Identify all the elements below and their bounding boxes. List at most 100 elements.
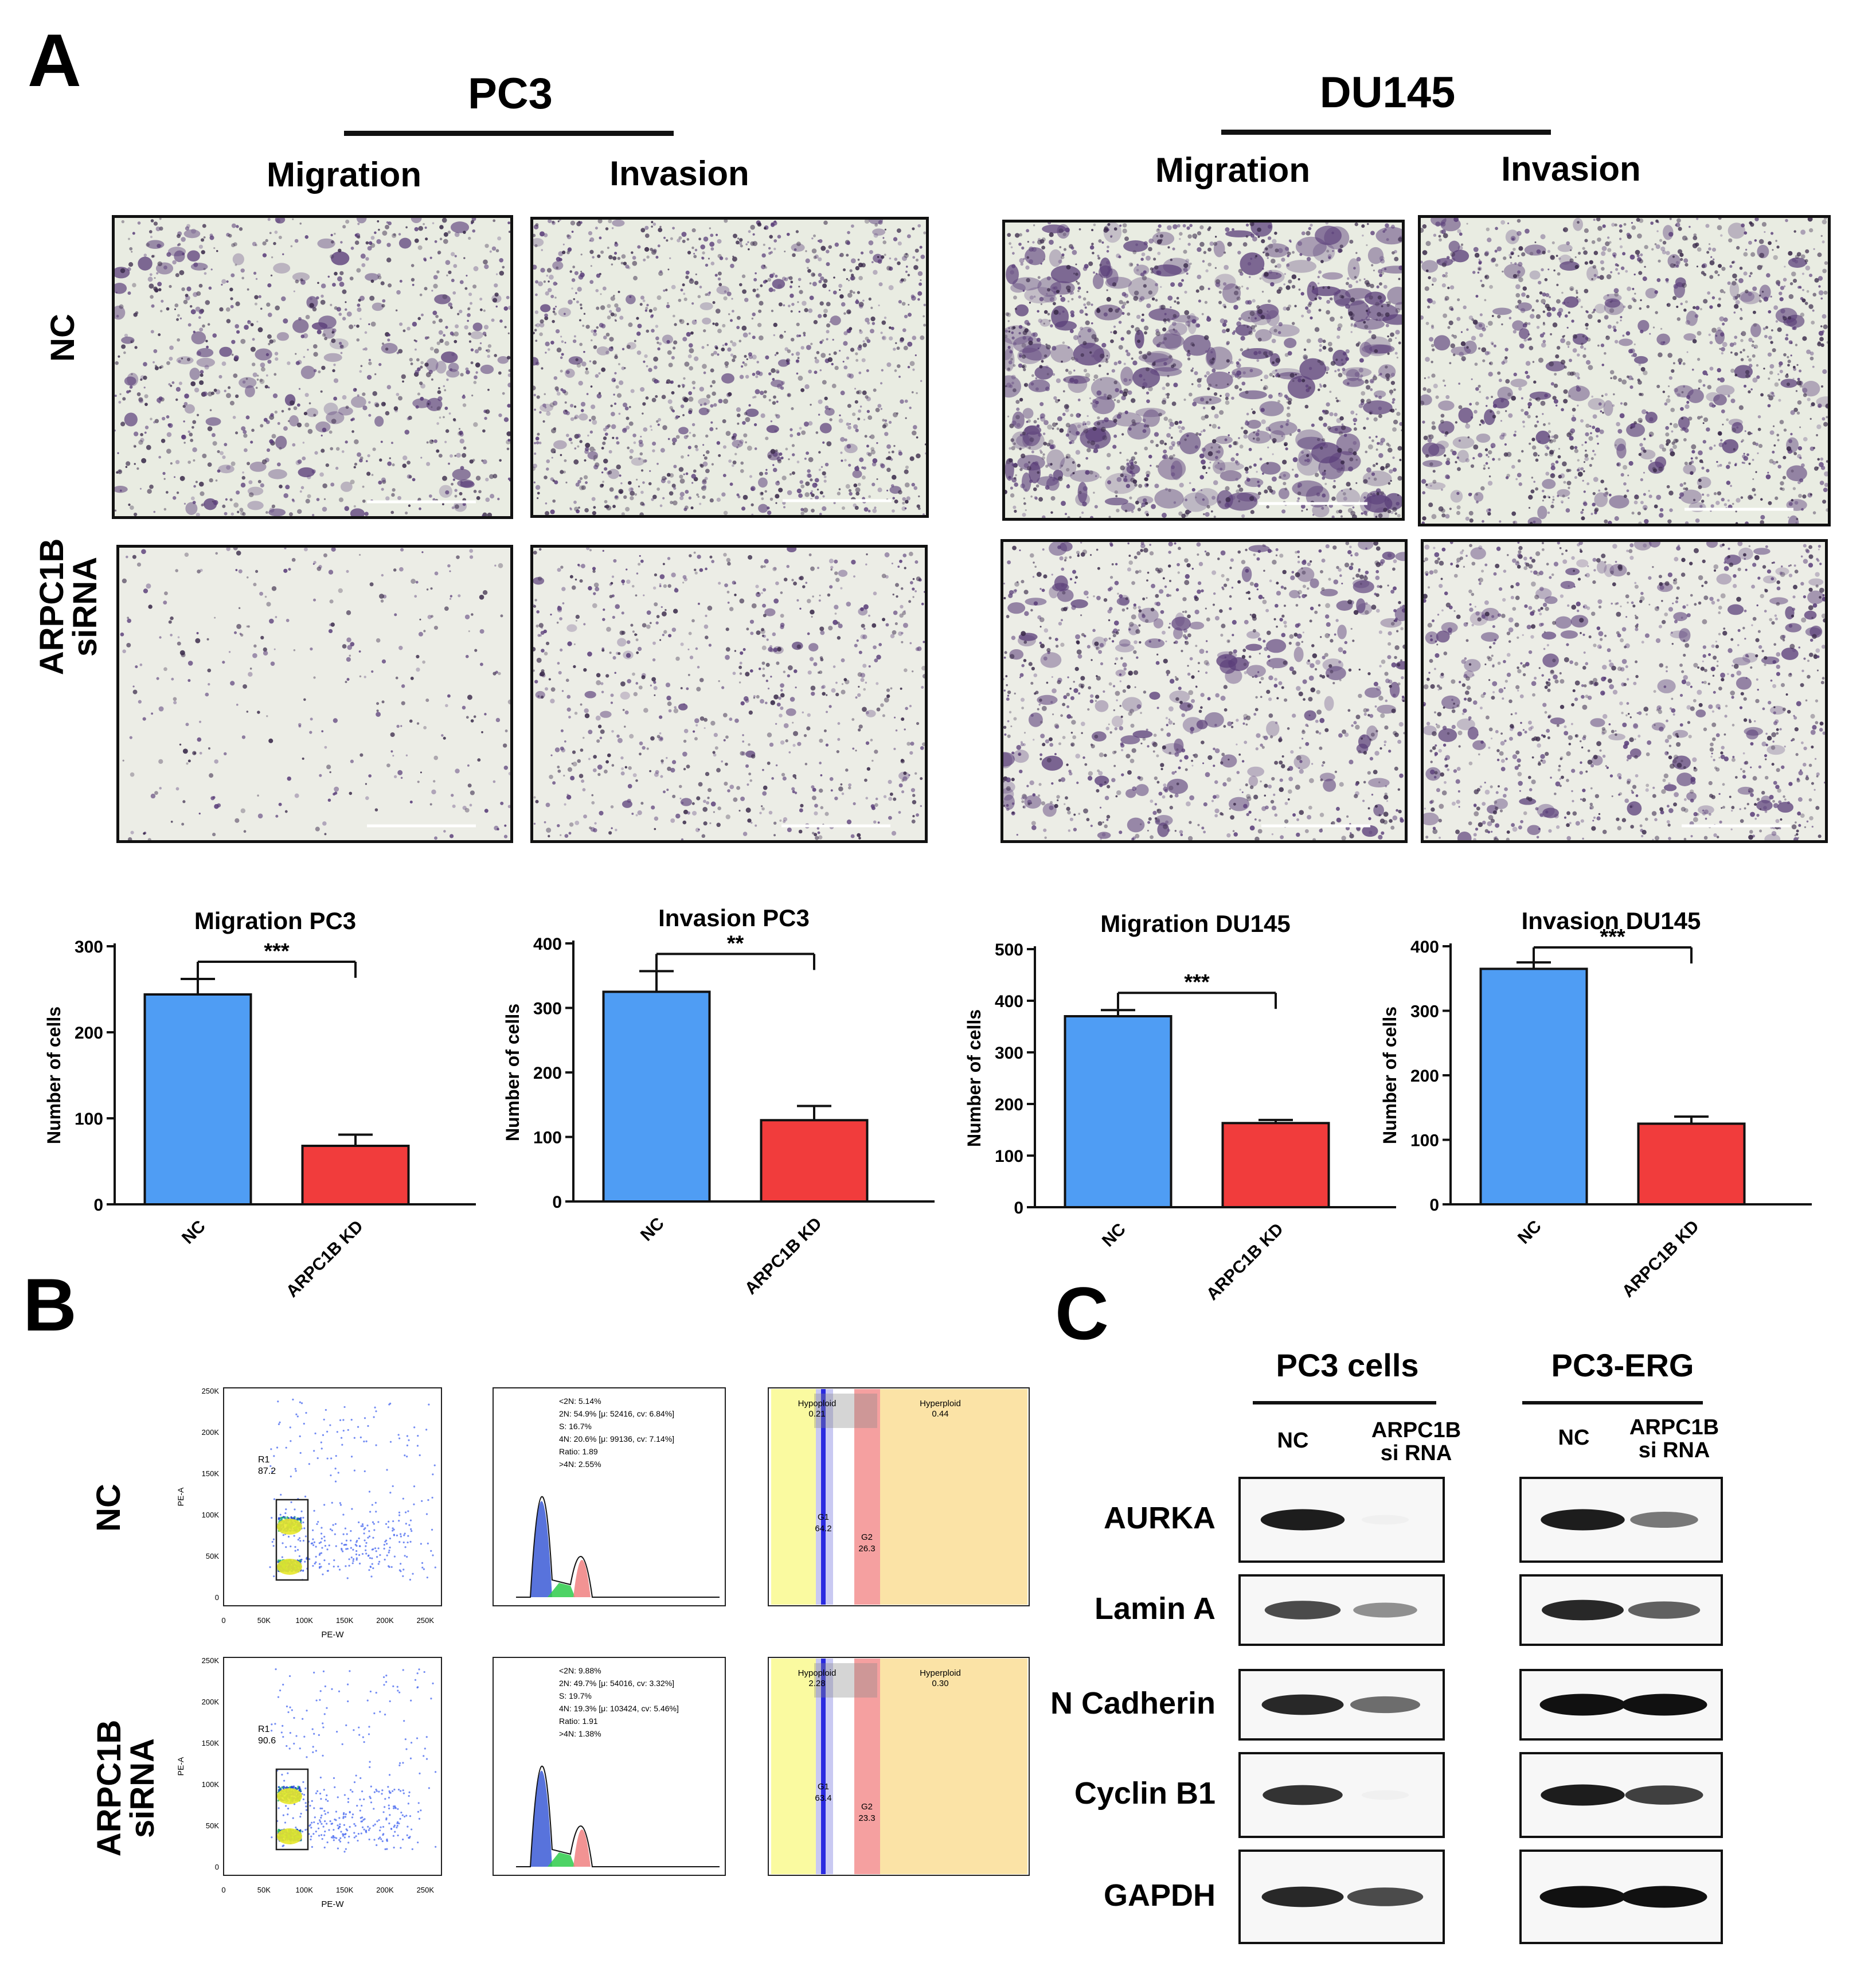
cell-stain-layer: [1005, 223, 1402, 518]
y-tick-label: 0: [552, 1193, 562, 1212]
wb-group-underline-pc3-erg: [1522, 1401, 1703, 1404]
y-tick-label: 0: [1014, 1199, 1023, 1218]
dna-histogram: [493, 1387, 726, 1606]
y-axis-label: PE-A: [176, 1757, 185, 1776]
g1-value: 64.2: [815, 1524, 831, 1534]
bar: [143, 993, 252, 1205]
dot-plot: [223, 1657, 442, 1876]
hypoploid-label: Hypoploid: [798, 1668, 837, 1678]
hypoploid-value: 2.28: [808, 1679, 825, 1688]
wb-band: [1362, 1790, 1409, 1800]
wb-blot: [1238, 1477, 1445, 1563]
wb-blot: [1519, 1752, 1723, 1838]
y-tick-label: 400: [1410, 938, 1439, 957]
cell-line-underline-du145: [1221, 130, 1551, 135]
y-tick-label: 50K: [206, 1821, 219, 1830]
flow-row-label-sirna: ARPC1B siRNA: [91, 1719, 161, 1857]
micrograph-pc3-migration-sirna: [116, 545, 513, 843]
x-tick-label: 200K: [376, 1886, 394, 1894]
y-tick-label: 150K: [202, 1469, 220, 1478]
y-tick-label: 100: [533, 1129, 562, 1148]
bar-chart-migration-pc3: Migration PC3 Number of cells 0 100 200 300 NC…: [44, 907, 476, 1301]
y-tick-label: 300: [75, 938, 103, 957]
g1-label: G1: [818, 1782, 829, 1792]
wb-blot: [1238, 1669, 1445, 1741]
micrograph-du145-migration-nc: [1002, 220, 1405, 521]
dna-histogram: [493, 1657, 726, 1876]
wb-band: [1630, 1511, 1698, 1528]
wb-band: [1542, 1599, 1624, 1621]
y-tick-label: 100: [995, 1147, 1023, 1166]
micrograph-du145-invasion-sirna: [1421, 539, 1828, 843]
ploidy-plot: [768, 1657, 1030, 1876]
y-axis-label: Number of cells: [44, 1006, 64, 1144]
chart-title: Migration DU145: [1100, 910, 1290, 937]
x-tick-label: 100K: [296, 1886, 314, 1894]
wb-band: [1263, 1785, 1343, 1805]
significance-stars: **: [727, 931, 744, 955]
histogram-stat: 4N: 20.6% [μ: 99136, cv: 7.14%]: [559, 1434, 674, 1443]
y-tick-label: 400: [533, 935, 562, 954]
wb-protein-label: Lamin A: [1094, 1591, 1216, 1626]
wb-band: [1362, 1515, 1409, 1525]
x-tick-label: 150K: [336, 1616, 354, 1625]
cell-line-title-pc3: PC3: [468, 69, 553, 118]
hyperploid-value: 0.44: [932, 1409, 948, 1419]
y-axis-label: Number of cells: [502, 1004, 523, 1141]
bar: [1221, 1122, 1330, 1208]
cell-stain-layer: [1424, 542, 1825, 840]
wb-blot: [1238, 1574, 1445, 1646]
wb-protein-label: N Cadherin: [1050, 1686, 1216, 1720]
y-tick-label: 250K: [202, 1387, 220, 1395]
wb-band: [1261, 1694, 1344, 1715]
wb-protein-label: Cyclin B1: [1074, 1776, 1216, 1811]
x-tick-label: 0: [221, 1616, 225, 1625]
assay-header: Migration: [1155, 151, 1310, 189]
chart-title: Invasion DU145: [1522, 907, 1701, 934]
y-tick-label: 150K: [202, 1739, 220, 1747]
ploidy-plot: [768, 1387, 1030, 1606]
x-tick-label: 100K: [296, 1616, 314, 1625]
micrograph-pc3-invasion-sirna: [530, 545, 928, 843]
cell-line-title-du145: DU145: [1319, 68, 1456, 117]
x-tick-label: NC: [637, 1214, 668, 1245]
x-tick-label: ARPC1B KD: [1619, 1217, 1703, 1301]
wb-blot: [1519, 1574, 1723, 1646]
x-tick-label: 50K: [257, 1886, 271, 1894]
cell-line-underline-pc3: [344, 131, 674, 136]
bar-chart-invasion-du145: Invasion DU145 Number of cells 0 100 200 300 4…: [1379, 907, 1812, 1301]
bar-chart-migration-du145: Migration DU145 Number of cells 0 100 200 300…: [964, 910, 1396, 1304]
chart-title: Invasion PC3: [658, 904, 810, 931]
hyperploid-value: 0.30: [932, 1679, 948, 1688]
panel-c-letter: C: [1055, 1271, 1109, 1355]
g2-value: 26.3: [858, 1544, 875, 1554]
wb-blot: [1519, 1477, 1723, 1563]
hyperploid-label: Hyperploid: [920, 1668, 961, 1678]
y-tick-label: 0: [215, 1863, 219, 1871]
gate-value: 90.6: [258, 1736, 276, 1746]
y-tick-label: 100: [1410, 1132, 1439, 1150]
wb-band: [1264, 1601, 1341, 1620]
wb-blot: [1519, 1850, 1723, 1944]
y-tick-label: 300: [995, 1044, 1023, 1063]
cell-stain-layer: [533, 548, 925, 840]
wb-band: [1539, 1694, 1626, 1716]
x-tick-label: 0: [221, 1886, 225, 1894]
wb-band: [1621, 1886, 1707, 1908]
histogram-stat: 2N: 49.7% [μ: 54016, cv: 3.32%]: [559, 1679, 674, 1688]
histogram-stat: <2N: 5.14%: [559, 1396, 601, 1406]
histogram-stat: Ratio: 1.91: [559, 1716, 598, 1726]
wb-band: [1628, 1601, 1701, 1619]
cell-stain-layer: [1003, 542, 1405, 840]
x-tick-label: 50K: [257, 1616, 271, 1625]
x-axis-label: PE-W: [321, 1899, 344, 1909]
histogram-stat: 2N: 54.9% [μ: 52416, cv: 6.84%]: [559, 1409, 674, 1418]
chart-title: Migration PC3: [194, 907, 356, 934]
cell-stain-layer: [533, 220, 926, 515]
x-tick-label: 250K: [417, 1616, 435, 1625]
y-tick-label: 400: [995, 992, 1023, 1011]
histogram-stat: Ratio: 1.89: [559, 1447, 598, 1456]
wb-blot: [1238, 1850, 1445, 1944]
